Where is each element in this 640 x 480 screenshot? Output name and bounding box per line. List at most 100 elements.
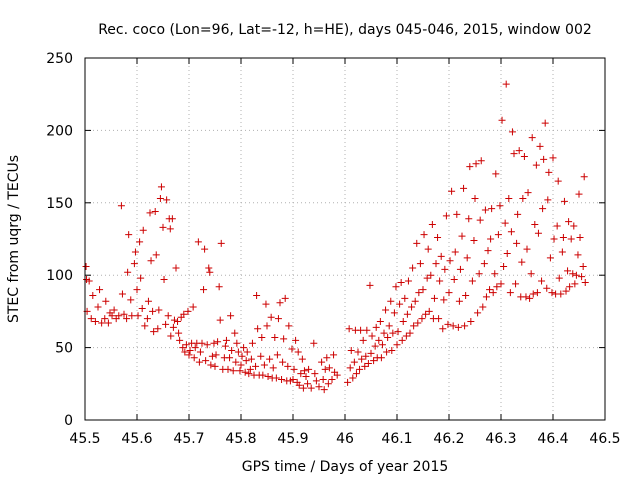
data-point <box>545 168 553 176</box>
data-point <box>507 228 515 236</box>
data-point <box>196 348 204 356</box>
data-point <box>466 163 474 171</box>
x-tick-label: 45.8 <box>225 431 256 447</box>
data-point <box>110 306 118 314</box>
data-point <box>352 370 360 378</box>
data-point <box>207 361 215 369</box>
data-point <box>205 264 213 272</box>
data-point <box>356 365 364 373</box>
x-tick-labels: 45.5 45.6 45.7 45.8 45.9 46 46.1 46.2 46.3 46.4 46… <box>69 431 620 447</box>
data-point <box>467 318 475 326</box>
data-point <box>488 205 496 213</box>
data-point <box>423 274 431 282</box>
data-point <box>194 238 202 246</box>
data-point <box>455 297 463 305</box>
data-point <box>382 306 390 314</box>
data-point <box>553 222 561 230</box>
data-point <box>372 323 380 331</box>
data-point <box>446 257 454 265</box>
data-point <box>533 289 541 297</box>
data-point <box>350 358 358 366</box>
data-point <box>128 312 136 320</box>
data-point <box>170 316 178 324</box>
data-point <box>292 336 300 344</box>
data-point <box>494 231 502 239</box>
data-point <box>150 328 158 336</box>
data-point <box>120 310 128 318</box>
data-point <box>259 371 267 379</box>
data-point <box>390 309 398 317</box>
y-tick-label: 250 <box>46 51 73 67</box>
data-point <box>118 290 126 298</box>
x-tick-label: 46.4 <box>537 431 568 447</box>
data-point <box>487 235 495 243</box>
data-point <box>434 234 442 242</box>
data-point <box>492 170 500 178</box>
data-point <box>458 232 466 240</box>
data-point <box>323 354 331 362</box>
data-point <box>505 194 513 202</box>
x-axis-label: GPS time / Days of year 2015 <box>242 459 449 475</box>
data-point <box>260 361 268 369</box>
data-point <box>448 187 456 195</box>
data-point <box>189 303 197 311</box>
data-point <box>527 270 535 278</box>
data-point <box>108 312 116 320</box>
data-point <box>430 294 438 302</box>
data-point <box>418 315 426 323</box>
data-point <box>152 251 160 259</box>
data-point <box>222 336 230 344</box>
data-point <box>237 361 245 369</box>
data-point <box>229 367 237 375</box>
data-point <box>432 260 440 268</box>
data-point <box>248 339 256 347</box>
data-point <box>444 320 452 328</box>
data-point <box>285 322 293 330</box>
data-point <box>358 355 366 363</box>
data-point <box>280 335 288 343</box>
y-tick-label: 150 <box>46 196 73 212</box>
data-point <box>480 260 488 268</box>
data-point <box>385 322 393 330</box>
data-point <box>163 196 171 204</box>
data-point <box>363 326 371 334</box>
data-point <box>574 251 582 259</box>
data-point <box>315 383 323 391</box>
data-point <box>208 352 216 360</box>
data-point <box>503 249 511 257</box>
data-point <box>180 310 188 318</box>
data-point <box>510 150 518 158</box>
data-point <box>543 284 551 292</box>
data-point <box>441 265 449 273</box>
data-point <box>465 215 473 223</box>
data-point <box>290 365 298 373</box>
data-point <box>515 147 523 155</box>
data-point <box>221 342 229 350</box>
data-point <box>361 362 369 370</box>
data-point <box>253 291 261 299</box>
data-point <box>226 354 234 362</box>
data-point <box>519 194 527 202</box>
data-point <box>325 364 333 372</box>
data-point <box>462 291 470 299</box>
data-point <box>506 289 514 297</box>
data-point <box>333 371 341 379</box>
data-point <box>175 329 183 337</box>
data-point <box>125 231 133 239</box>
data-point <box>169 323 177 331</box>
data-point <box>117 202 125 210</box>
data-point <box>144 297 152 305</box>
data-point <box>493 283 501 291</box>
data-point <box>179 344 187 352</box>
data-point <box>289 375 297 383</box>
data-point <box>214 338 222 346</box>
data-point <box>572 271 580 279</box>
data-point <box>346 364 354 372</box>
data-point <box>529 290 537 298</box>
data-point <box>392 283 400 291</box>
data-point <box>419 286 427 294</box>
data-point <box>437 252 445 260</box>
data-point <box>264 373 272 381</box>
data-point <box>127 296 135 304</box>
data-point <box>456 265 464 273</box>
